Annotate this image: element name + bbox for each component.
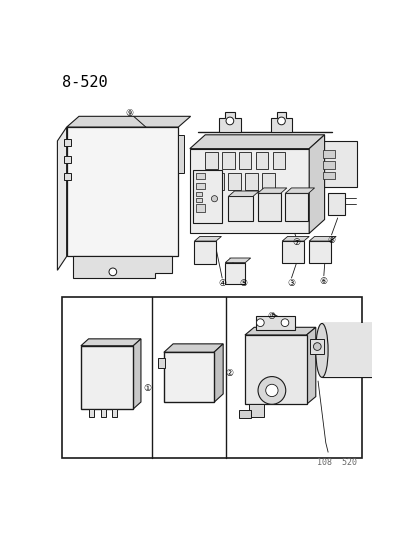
Bar bbox=[157, 359, 165, 368]
Polygon shape bbox=[57, 127, 66, 270]
Bar bbox=[101, 409, 105, 417]
Bar bbox=[228, 196, 252, 221]
Bar bbox=[322, 161, 335, 168]
Polygon shape bbox=[190, 135, 324, 149]
Bar bbox=[66, 127, 178, 256]
Bar bbox=[225, 263, 244, 284]
Polygon shape bbox=[66, 116, 190, 127]
Circle shape bbox=[257, 377, 285, 405]
Polygon shape bbox=[214, 344, 223, 402]
Bar bbox=[112, 409, 117, 417]
Bar bbox=[257, 193, 280, 221]
Text: ⑧: ⑧ bbox=[327, 236, 335, 245]
Bar bbox=[178, 135, 184, 173]
Polygon shape bbox=[194, 237, 221, 241]
Text: ③: ③ bbox=[287, 279, 295, 288]
Text: ⑩: ⑩ bbox=[267, 312, 275, 321]
Bar bbox=[195, 198, 202, 202]
Bar bbox=[261, 173, 274, 190]
Polygon shape bbox=[225, 258, 250, 263]
Text: 8-520: 8-520 bbox=[62, 75, 107, 90]
Bar bbox=[310, 339, 323, 354]
Bar bbox=[194, 241, 216, 264]
Bar bbox=[256, 316, 294, 329]
Bar bbox=[321, 324, 379, 377]
Bar bbox=[239, 152, 251, 168]
Bar bbox=[238, 410, 251, 418]
Circle shape bbox=[265, 384, 278, 397]
Bar bbox=[228, 173, 240, 190]
Bar bbox=[195, 204, 205, 212]
Polygon shape bbox=[306, 327, 315, 405]
Bar bbox=[211, 173, 223, 190]
Bar bbox=[322, 172, 335, 180]
Text: ⑤: ⑤ bbox=[239, 279, 247, 288]
Bar bbox=[318, 141, 356, 187]
Text: ②: ② bbox=[225, 369, 233, 378]
Polygon shape bbox=[321, 324, 379, 377]
Bar bbox=[222, 152, 234, 168]
Text: ⑥: ⑥ bbox=[319, 277, 327, 286]
Text: ④: ④ bbox=[218, 279, 225, 288]
Bar bbox=[81, 346, 133, 409]
Bar bbox=[195, 173, 205, 180]
Circle shape bbox=[277, 117, 285, 125]
Polygon shape bbox=[270, 112, 292, 132]
Bar bbox=[62, 296, 361, 458]
Polygon shape bbox=[218, 112, 240, 132]
Polygon shape bbox=[248, 405, 263, 417]
Text: ⑨: ⑨ bbox=[126, 109, 133, 118]
Ellipse shape bbox=[315, 324, 328, 377]
Bar bbox=[244, 335, 306, 405]
Text: 108  520: 108 520 bbox=[316, 458, 356, 467]
Circle shape bbox=[109, 268, 116, 276]
Polygon shape bbox=[285, 188, 314, 193]
Bar bbox=[89, 409, 94, 417]
Circle shape bbox=[211, 196, 217, 202]
Polygon shape bbox=[133, 339, 140, 409]
Polygon shape bbox=[257, 188, 286, 193]
Circle shape bbox=[313, 343, 320, 350]
Bar bbox=[382, 343, 389, 358]
Ellipse shape bbox=[373, 324, 385, 377]
Polygon shape bbox=[309, 135, 324, 233]
Bar bbox=[285, 193, 308, 221]
Polygon shape bbox=[73, 256, 172, 278]
Bar bbox=[256, 152, 268, 168]
Text: ①: ① bbox=[143, 384, 151, 393]
Bar bbox=[328, 193, 344, 215]
Bar bbox=[164, 352, 214, 402]
Circle shape bbox=[280, 319, 288, 327]
Bar bbox=[322, 150, 335, 158]
Bar bbox=[64, 156, 71, 163]
Polygon shape bbox=[309, 237, 335, 241]
Text: ⑦: ⑦ bbox=[291, 238, 299, 247]
Bar bbox=[205, 152, 217, 168]
Bar bbox=[272, 152, 285, 168]
Circle shape bbox=[256, 319, 263, 327]
Polygon shape bbox=[282, 237, 309, 241]
Bar bbox=[64, 139, 71, 147]
Bar bbox=[195, 192, 202, 196]
Polygon shape bbox=[244, 327, 315, 335]
Bar bbox=[309, 241, 330, 263]
Circle shape bbox=[225, 117, 233, 125]
Bar bbox=[192, 170, 222, 223]
Bar bbox=[195, 182, 205, 189]
Polygon shape bbox=[81, 339, 140, 346]
Polygon shape bbox=[164, 344, 223, 352]
Bar bbox=[64, 173, 71, 180]
Bar bbox=[190, 149, 309, 233]
Bar bbox=[244, 173, 257, 190]
Bar bbox=[282, 241, 303, 263]
Polygon shape bbox=[228, 191, 259, 196]
